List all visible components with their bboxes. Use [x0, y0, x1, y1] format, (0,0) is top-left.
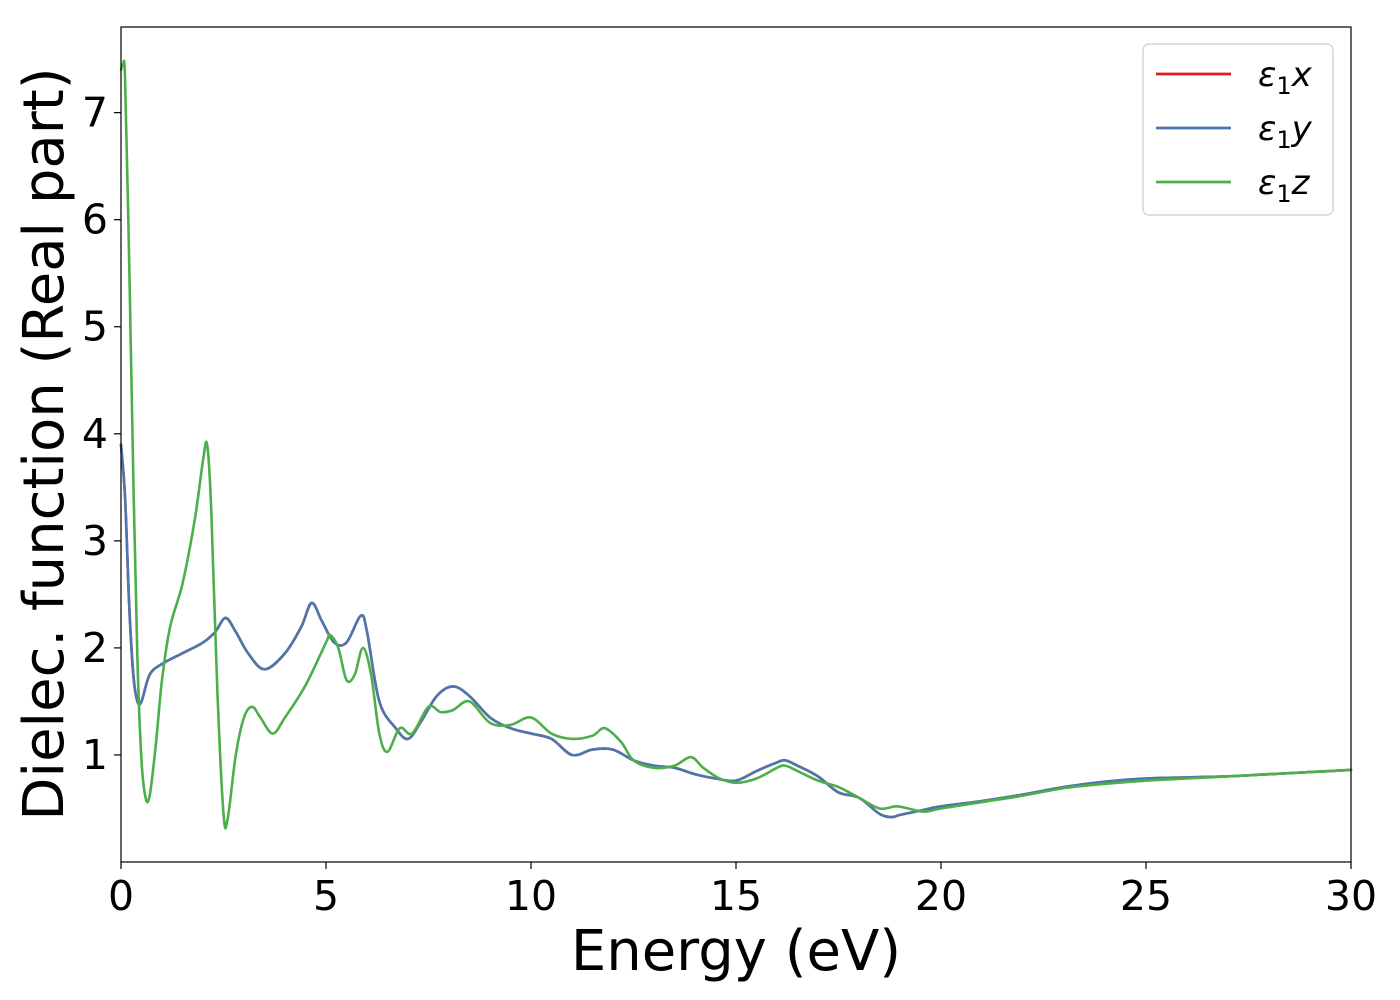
series-layer: [119, 59, 1353, 830]
legend-label-y: ε1y: [1258, 109, 1313, 154]
y-axis-label: Dielec. function (Real part): [12, 67, 77, 820]
y-tick-label: 5: [82, 303, 108, 351]
legend-subscript: 1: [1276, 72, 1291, 100]
x-axis: 0 5 10 15 20 25 30: [108, 862, 1377, 920]
legend-subscript: 1: [1276, 126, 1291, 154]
legend-variable: z: [1291, 163, 1311, 203]
legend-label-x: ε1x: [1258, 55, 1313, 100]
y-tick-label: 1: [82, 731, 108, 779]
legend-box: [1142, 43, 1334, 216]
x-tick-label: 30: [1325, 872, 1377, 920]
y-tick-label: 6: [82, 196, 108, 244]
x-tick-label: 25: [1120, 872, 1172, 920]
legend-label-z: ε1z: [1258, 163, 1311, 208]
x-tick-label: 20: [915, 872, 967, 920]
legend-variable: y: [1291, 109, 1313, 149]
y-tick-label: 4: [82, 410, 108, 458]
x-axis-label: Energy (eV): [571, 919, 901, 984]
y-tick-label: 2: [82, 624, 108, 672]
legend-base: ε: [1258, 163, 1276, 203]
legend-subscript: 1: [1276, 180, 1291, 208]
series-line-z: [119, 59, 1353, 830]
x-tick-label: 10: [505, 872, 557, 920]
y-axis: 1 2 3 4 5 6 7: [82, 89, 121, 779]
y-tick-label: 7: [82, 89, 108, 137]
x-tick-label: 5: [313, 872, 339, 920]
legend-base: ε: [1258, 55, 1276, 95]
legend-base: ε: [1258, 109, 1276, 149]
series-line-y: [119, 443, 1353, 819]
x-tick-label: 15: [710, 872, 762, 920]
y-tick-label: 3: [82, 517, 108, 565]
legend-variable: x: [1291, 55, 1313, 95]
x-tick-label: 0: [108, 872, 134, 920]
